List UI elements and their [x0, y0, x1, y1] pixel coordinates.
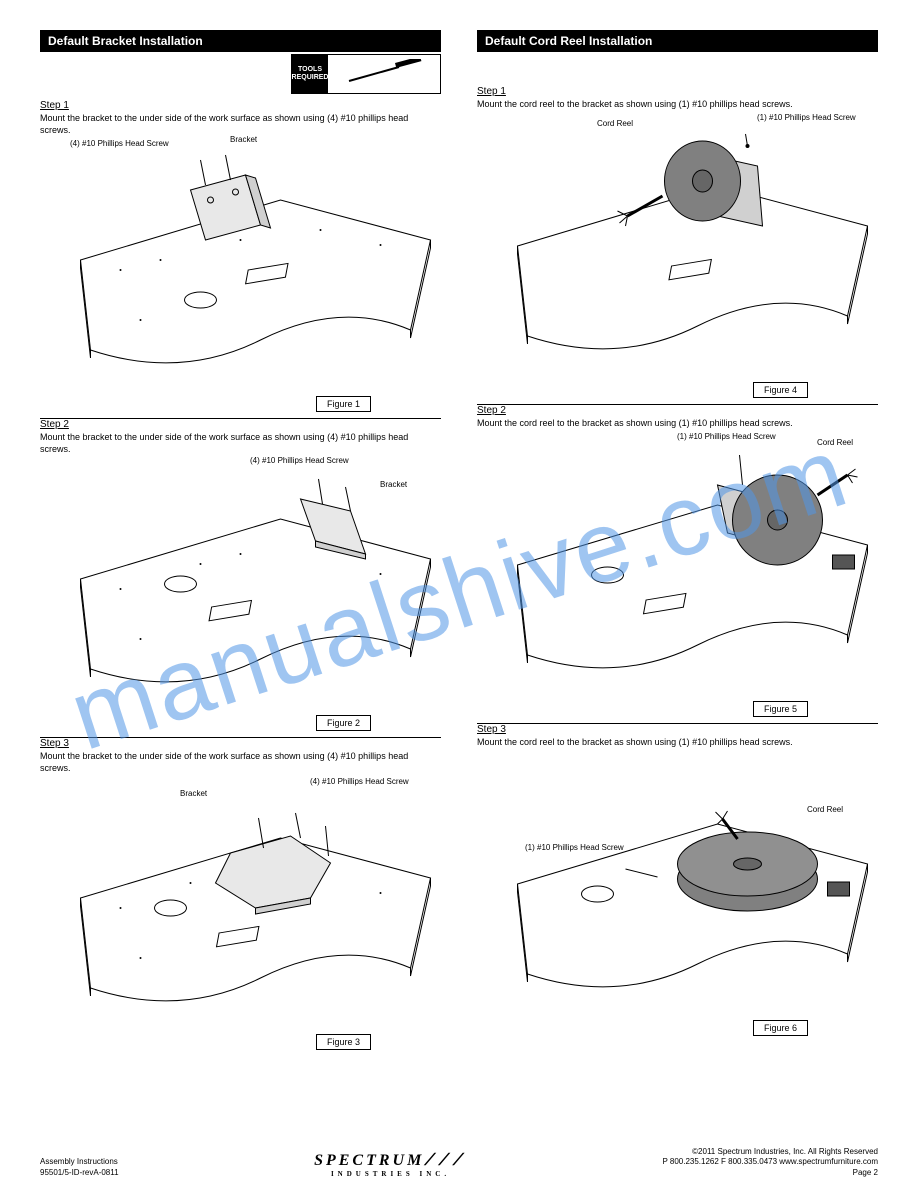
callout-bracket-fig2: Bracket	[380, 481, 407, 490]
callout-screw-fig4: (1) #10 Phillips Head Screw	[757, 114, 856, 123]
figure5-area: (1) #10 Phillips Head Screw Cord Reel	[477, 445, 878, 705]
page-content: Default Bracket Installation TOOLS REQUI…	[0, 0, 918, 1056]
step2-right-title: Step 2	[477, 405, 878, 416]
footer-contact: P 800.235.1262 F 800.335.0473 www.spectr…	[662, 1157, 878, 1167]
callout-screw-fig2: (4) #10 Phillips Head Screw	[250, 457, 349, 466]
footer-doc-rev: 95501/5-ID-revA-0811	[40, 1168, 119, 1178]
step3-left-title: Step 3	[40, 738, 441, 749]
step3-right-title: Step 3	[477, 724, 878, 735]
section-step1-right: Step 1 Mount the cord reel to the bracke…	[477, 86, 878, 404]
left-column: Default Bracket Installation TOOLS REQUI…	[40, 30, 441, 1056]
callout-bracket-fig1: Bracket	[230, 136, 257, 145]
section-step2-left: Step 2 Mount the bracket to the under si…	[40, 419, 441, 737]
right-column: Default Cord Reel Installation Step 1 Mo…	[477, 30, 878, 1056]
footer-brand: SPECTRUM⟋⟋⟋	[314, 1152, 467, 1170]
step1-left-title: Step 1	[40, 100, 441, 111]
section-step3-left: Step 3 Mount the bracket to the under si…	[40, 738, 441, 1056]
figure5-label: Figure 5	[753, 701, 808, 717]
callout-screw-fig3: (4) #10 Phillips Head Screw	[310, 778, 409, 787]
step1-left-desc: Mount the bracket to the under side of t…	[40, 113, 441, 136]
section-step2-right: Step 2 Mount the cord reel to the bracke…	[477, 405, 878, 723]
tools-required-box: TOOLS REQUIRED	[291, 54, 441, 94]
figure4-label: Figure 4	[753, 382, 808, 398]
callout-screw-fig6: (1) #10 Phillips Head Screw	[525, 844, 624, 853]
figure4-area: Cord Reel (1) #10 Phillips Head Screw	[477, 126, 878, 386]
figure1-area: (4) #10 Phillips Head Screw Bracket	[40, 140, 441, 400]
footer-page: Page 2	[662, 1168, 878, 1178]
figure6-label: Figure 6	[753, 1020, 808, 1036]
tools-label: TOOLS REQUIRED	[292, 55, 328, 93]
left-header-bar: Default Bracket Installation	[40, 30, 441, 52]
footer-left: Assembly Instructions 95501/5-ID-revA-08…	[40, 1157, 119, 1178]
page-footer: Assembly Instructions 95501/5-ID-revA-08…	[0, 1147, 918, 1178]
footer-doc-title: Assembly Instructions	[40, 1157, 119, 1167]
step1-right-desc: Mount the cord reel to the bracket as sh…	[477, 99, 878, 111]
section-step1-left: Step 1 Mount the bracket to the under si…	[40, 100, 441, 418]
figure2-area: (4) #10 Phillips Head Screw Bracket	[40, 459, 441, 719]
footer-right: ©2011 Spectrum Industries, Inc. All Righ…	[662, 1147, 878, 1178]
step2-right-desc: Mount the cord reel to the bracket as sh…	[477, 418, 878, 430]
right-header-bar: Default Cord Reel Installation	[477, 30, 878, 52]
figure6-area: (1) #10 Phillips Head Screw Cord Reel	[477, 764, 878, 1024]
callout-bracket-fig3: Bracket	[180, 790, 207, 799]
footer-logo: SPECTRUM⟋⟋⟋ INDUSTRIES INC.	[314, 1152, 467, 1178]
figure3-label: Figure 3	[316, 1034, 371, 1050]
callout-cordreel-fig5: Cord Reel	[817, 439, 853, 448]
step3-right-desc: Mount the cord reel to the bracket as sh…	[477, 737, 878, 749]
footer-industries: INDUSTRIES INC.	[314, 1170, 467, 1178]
step2-left-desc: Mount the bracket to the under side of t…	[40, 432, 441, 455]
figure1-label: Figure 1	[316, 396, 371, 412]
step3-left-desc: Mount the bracket to the under side of t…	[40, 751, 441, 774]
callout-cordreel-fig4: Cord Reel	[597, 120, 633, 129]
figure3-area: Bracket (4) #10 Phillips Head Screw	[40, 778, 441, 1038]
footer-copyright: ©2011 Spectrum Industries, Inc. All Righ…	[662, 1147, 878, 1157]
callout-screw-fig1: (4) #10 Phillips Head Screw	[70, 140, 169, 149]
right-header-spacer	[477, 58, 878, 80]
section-step3-right: Step 3 Mount the cord reel to the bracke…	[477, 724, 878, 1042]
figure2-label: Figure 2	[316, 715, 371, 731]
screwdriver-icon	[328, 55, 440, 93]
callout-cordreel-fig6: Cord Reel	[807, 806, 843, 815]
callout-screw-fig5: (1) #10 Phillips Head Screw	[677, 433, 776, 442]
step1-right-title: Step 1	[477, 86, 878, 97]
step2-left-title: Step 2	[40, 419, 441, 430]
